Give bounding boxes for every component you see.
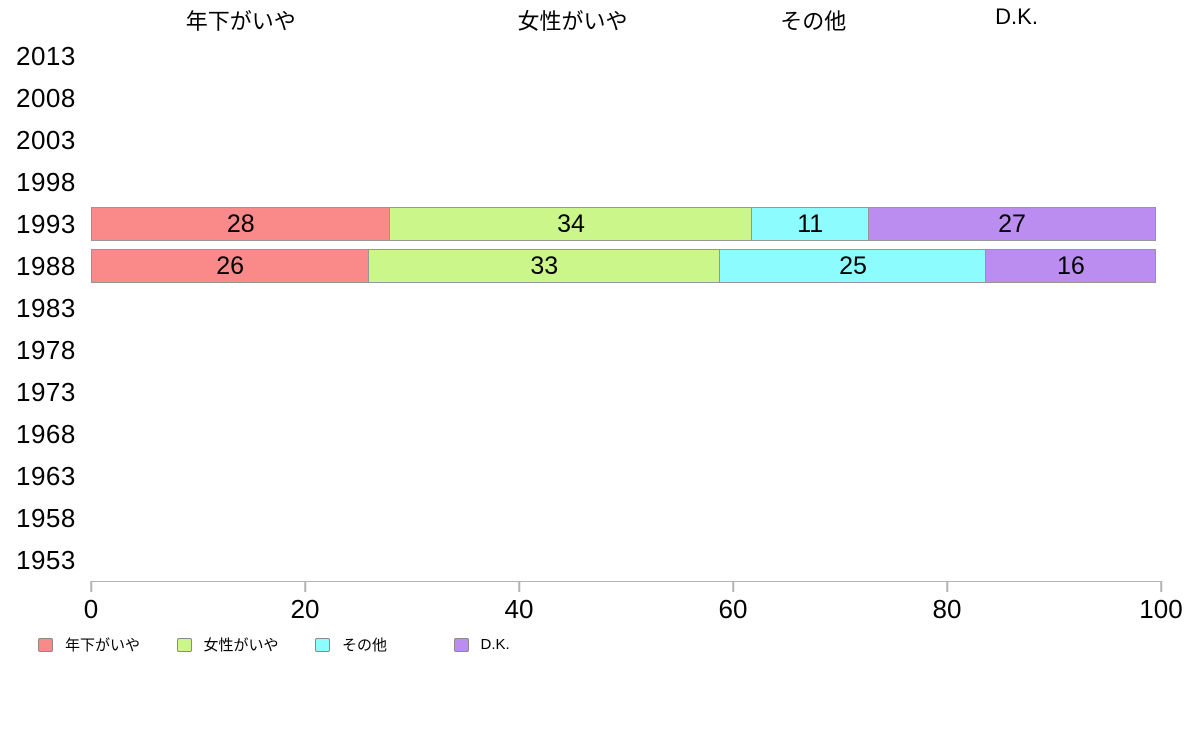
bar-track xyxy=(91,35,1161,77)
legend-swatch xyxy=(38,637,53,652)
legend-item: その他 xyxy=(315,634,454,655)
bar-value-label: 26 xyxy=(216,251,244,280)
year-label: 1988 xyxy=(16,251,76,281)
bar-segment: 11 xyxy=(751,207,870,241)
bar-value-label: 33 xyxy=(530,251,559,280)
bar-value-label: 28 xyxy=(226,209,255,238)
legend-swatch xyxy=(176,637,192,652)
bar-segment: 25 xyxy=(719,249,987,283)
bar-value-label: 27 xyxy=(998,209,1026,238)
legend: 年下がいや 女性がいや その他 D.K. xyxy=(38,634,592,655)
chart-row: 1983 xyxy=(0,287,1188,329)
bar-segment: 27 xyxy=(867,207,1157,241)
bar-track xyxy=(91,77,1161,119)
bar-track xyxy=(91,287,1161,329)
x-axis-tick xyxy=(518,581,520,592)
bar-segment: 16 xyxy=(985,249,1157,283)
year-label: 1978 xyxy=(16,335,76,365)
bar-value-label: 34 xyxy=(557,209,585,238)
chart-row: 1968 xyxy=(0,413,1188,455)
chart-row: 2008 xyxy=(0,77,1188,119)
x-axis-tick-label: 100 xyxy=(1139,594,1183,624)
year-label: 1973 xyxy=(16,377,76,407)
bar-track: 28 34 11 27 xyxy=(91,203,1161,245)
chart-row: 1998 xyxy=(0,161,1188,203)
x-axis: 0 20 40 60 80 100 xyxy=(84,581,1183,627)
chart-row: 1993 28 34 11 27 xyxy=(0,203,1188,245)
x-axis-tick-label: 40 xyxy=(504,594,534,624)
chart-row: 2003 xyxy=(0,119,1188,161)
column-header: 女性がいや xyxy=(517,9,628,34)
x-axis-tick xyxy=(90,581,92,592)
legend-label: D.K. xyxy=(480,636,510,653)
x-axis-tick-label: 0 xyxy=(83,594,99,624)
year-label: 1963 xyxy=(16,461,76,491)
bar-value-label: 25 xyxy=(839,251,867,280)
column-header: 年下がいや xyxy=(185,9,296,34)
year-label: 1953 xyxy=(16,545,76,575)
x-axis-tick xyxy=(732,581,734,592)
bar-track xyxy=(91,161,1161,203)
year-label: 1998 xyxy=(16,167,76,197)
chart-row: 2013 xyxy=(0,35,1188,77)
legend-item: 年下がいや xyxy=(38,634,177,655)
bar-track xyxy=(91,119,1161,161)
legend-item: 女性がいや xyxy=(176,634,316,655)
year-label: 2003 xyxy=(16,125,76,155)
bar-track xyxy=(91,371,1161,413)
chart-row: 1953 xyxy=(0,539,1188,581)
legend-label: その他 xyxy=(342,637,388,654)
column-headers: 年下がいや 女性がいや その他 D.K. xyxy=(91,4,1161,34)
bar-segment: 33 xyxy=(367,249,721,283)
x-axis-tick-label: 20 xyxy=(290,594,320,624)
year-label: 1983 xyxy=(16,293,76,323)
x-axis-tick xyxy=(946,581,948,592)
year-label: 1958 xyxy=(16,503,76,533)
year-label: 1968 xyxy=(16,419,76,449)
x-axis-tick xyxy=(304,581,306,592)
bar-track xyxy=(91,413,1161,455)
bar-track: 26 33 25 16 xyxy=(91,245,1161,287)
bar-value-label: 16 xyxy=(1056,251,1085,280)
legend-label: 年下がいや xyxy=(65,637,141,654)
bar-segment: 34 xyxy=(389,207,753,241)
year-label: 2008 xyxy=(16,83,76,113)
bar-segment: 26 xyxy=(91,249,370,283)
x-axis-tick-label: 80 xyxy=(932,594,962,624)
legend-item: D.K. xyxy=(453,634,593,655)
chart-row: 1963 xyxy=(0,455,1188,497)
bar-rows: 2013 2008 2003 1998 1993 28 34 11 27 1988 26 33 25 16… xyxy=(0,35,1188,581)
legend-label: 女性がいや xyxy=(203,637,279,654)
legend-swatch xyxy=(453,637,469,652)
year-label: 2013 xyxy=(16,41,76,71)
legend-swatch xyxy=(315,637,330,652)
chart-row: 1978 xyxy=(0,329,1188,371)
bar-segment: 28 xyxy=(91,207,391,241)
x-axis-tick-label: 60 xyxy=(718,594,748,624)
bar-value-label: 11 xyxy=(797,209,824,238)
bar-track xyxy=(91,497,1161,539)
x-axis-tick xyxy=(1160,581,1162,592)
column-header: その他 xyxy=(780,9,847,34)
chart-row: 1988 26 33 25 16 xyxy=(0,245,1188,287)
year-label: 1993 xyxy=(16,209,76,239)
column-header: D.K. xyxy=(995,4,1038,29)
bar-track xyxy=(91,329,1161,371)
chart-row: 1973 xyxy=(0,371,1188,413)
x-axis-line xyxy=(91,581,1161,582)
bar-track xyxy=(91,455,1161,497)
chart-row: 1958 xyxy=(0,497,1188,539)
bar-track xyxy=(91,539,1161,581)
